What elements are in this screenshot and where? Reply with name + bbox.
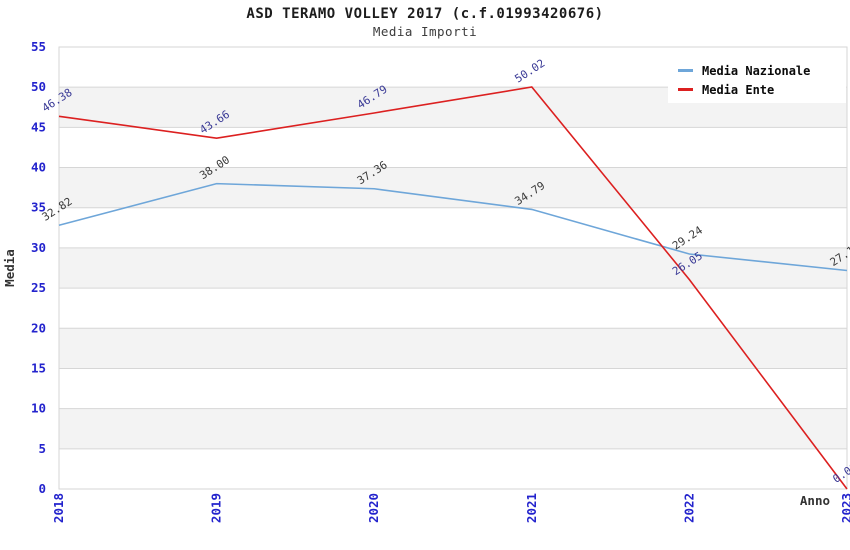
chart-legend: Media Nazionale Media Ente: [668, 57, 846, 103]
x-tick-label: 2022: [681, 493, 696, 523]
chart-subtitle: Media Importi: [372, 24, 478, 39]
y-tick-label: 0: [38, 481, 46, 496]
legend-label-media-nazionale: Media Nazionale: [702, 63, 811, 78]
x-tick-label: 2019: [209, 493, 224, 523]
y-axis-title: Media: [2, 249, 17, 287]
legend-swatch-media-ente-icon: [678, 88, 693, 91]
y-tick-label: 25: [31, 280, 46, 295]
y-tick-label: 50: [31, 79, 46, 94]
legend-item-media-nazionale: Media Nazionale: [678, 61, 846, 80]
legend-item-media-ente: Media Ente: [678, 80, 846, 99]
y-tick-label: 5: [38, 441, 46, 456]
y-tick-label: 35: [31, 200, 46, 215]
series-line-media-nazionale: [58, 182, 848, 272]
grid-band: [59, 167, 847, 208]
x-axis-title: Anno: [800, 493, 830, 508]
grid-band: [59, 247, 847, 289]
y-tick-label: 15: [31, 360, 46, 375]
y-tick-label: 30: [31, 240, 46, 255]
y-tick-label: 45: [31, 119, 46, 134]
chart-title: ASD TERAMO VOLLEY 2017 (c.f.01993420676): [246, 6, 604, 22]
point-label: 50.02: [512, 57, 547, 86]
x-tick-label: 2023: [839, 493, 850, 523]
x-tick-label: 2018: [51, 493, 66, 523]
x-tick-label: 2020: [366, 493, 381, 523]
y-tick-label: 20: [31, 320, 46, 335]
y-tick-label: 10: [31, 401, 46, 416]
y-tick-label: 40: [31, 160, 46, 175]
legend-swatch-media-nazionale-icon: [678, 69, 693, 72]
y-tick-label: 55: [31, 39, 46, 54]
plot-border: [58, 46, 848, 490]
series-line-media-ente: [58, 86, 848, 490]
grid-band: [59, 328, 847, 369]
legend-label-media-ente: Media Ente: [702, 82, 775, 97]
grid-band: [59, 408, 847, 449]
x-tick-label: 2021: [524, 493, 539, 523]
